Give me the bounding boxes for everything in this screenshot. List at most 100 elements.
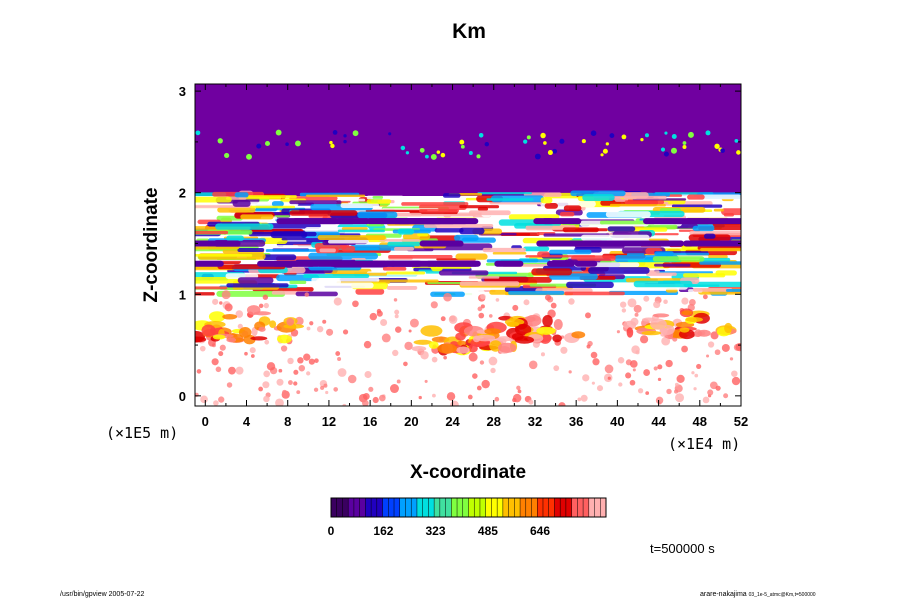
- lower-layer-speckle: [278, 368, 283, 373]
- x-tick-label: 20: [404, 414, 418, 429]
- mixed-layer-patch: [250, 205, 296, 209]
- lower-layer-speckle: [694, 373, 699, 378]
- plume-patch: [286, 318, 295, 326]
- lower-layer-speckle: [364, 370, 372, 379]
- y-tick-label: 2: [179, 186, 186, 201]
- mixed-layer-patch: [216, 290, 286, 297]
- lower-layer-speckle: [362, 399, 369, 406]
- lower-layer-speckle: [639, 335, 649, 344]
- colorbar-tick-label: 162: [373, 524, 393, 538]
- stable-layer-dot: [671, 134, 677, 139]
- stable-layer-dot: [670, 147, 677, 154]
- mixed-layer-patch: [419, 209, 459, 213]
- mixed-layer-patch: [390, 251, 457, 256]
- stable-layer-dot: [534, 153, 541, 160]
- lower-layer-speckle: [710, 331, 719, 340]
- plume-patch: [411, 345, 427, 352]
- colorbar-segment: [542, 498, 550, 517]
- stable-layer-dot: [275, 129, 282, 136]
- mixed-layer-patch: [544, 202, 558, 209]
- mixed-layer-patch: [366, 195, 404, 200]
- mixed-layer-patch: [289, 210, 358, 216]
- lower-layer-speckle: [342, 329, 349, 335]
- stable-layer-dot: [425, 154, 429, 159]
- colorbar-segment: [416, 498, 423, 517]
- lower-layer-speckle: [219, 344, 226, 351]
- mixed-layer-patch: [248, 231, 317, 237]
- mixed-layer-patch: [387, 241, 421, 247]
- lower-layer-speckle: [590, 351, 598, 359]
- colorbar-segment: [365, 498, 372, 517]
- lower-layer-speckle: [266, 362, 276, 371]
- mixed-layer-patch: [226, 235, 244, 241]
- stable-layer-dot: [264, 141, 270, 147]
- lower-layer-speckle: [617, 356, 625, 364]
- mixed-layer-patch: [564, 291, 625, 296]
- mixed-layer-patch: [438, 270, 489, 276]
- lower-layer-speckle: [633, 304, 642, 313]
- stable-layer-dot: [552, 148, 558, 154]
- lower-layer-speckle: [381, 333, 391, 343]
- y-tick-label: 3: [179, 84, 186, 99]
- stable-layer-dot: [246, 153, 252, 160]
- mixed-layer-patch: [699, 261, 741, 265]
- lower-layer-speckle: [540, 352, 545, 357]
- mixed-layer-patch: [566, 281, 614, 289]
- mixed-layer-patch: [237, 247, 265, 252]
- stable-layer-dot: [332, 130, 338, 135]
- x-axis: 0 4 8 12 16 20 24 28 32 36 40 44 48 52: [202, 84, 748, 429]
- stable-layer-dot: [644, 133, 649, 138]
- stable-layer-dot: [682, 144, 687, 149]
- lower-layer-speckle: [424, 379, 428, 383]
- stable-layer-dot: [436, 150, 441, 154]
- lower-layer-speckle: [432, 393, 436, 398]
- mixed-layer-patch: [434, 228, 464, 233]
- lower-layer-speckle: [446, 392, 456, 401]
- colorbar-ticks: 0 162 323 485 646: [328, 524, 551, 538]
- plot-frame: [194, 83, 742, 407]
- lower-layer-speckle: [665, 359, 673, 368]
- stable-layer-dot: [664, 131, 668, 135]
- lower-layer-speckle: [420, 351, 429, 360]
- plume-patch: [208, 311, 226, 323]
- stable-layer-dot: [736, 150, 741, 155]
- y-tick-label: 0: [179, 389, 186, 404]
- stable-layer-dot: [195, 130, 201, 136]
- stable-layer-dot: [682, 141, 687, 145]
- lower-layer-speckle: [333, 297, 342, 306]
- stable-layer-dot: [478, 132, 484, 138]
- mixed-layer-patch: [453, 234, 479, 242]
- plume-patch: [498, 342, 517, 353]
- mixed-layer-patch: [508, 290, 565, 295]
- colorbar-segment: [514, 498, 521, 517]
- mixed-layer-band: [396, 218, 443, 225]
- lower-layer-speckle: [320, 385, 325, 390]
- lower-layer-speckle: [676, 374, 685, 383]
- lower-layer-speckle: [625, 372, 632, 379]
- mixed-layer-patch: [492, 252, 527, 255]
- mixed-layer-band: [434, 260, 479, 267]
- plume-patch: [246, 305, 261, 316]
- stable-layer-dot: [405, 151, 410, 155]
- colorbar-frame: [330, 497, 607, 518]
- mixed-layer-band: [195, 260, 224, 267]
- plume-patch: [626, 327, 634, 338]
- mixed-layer-patch: [341, 227, 368, 231]
- mixed-layer-patch: [580, 234, 650, 241]
- lower-layer-speckle: [495, 298, 500, 302]
- stable-layer-dot: [285, 142, 289, 146]
- lower-layer-speckle: [577, 397, 582, 402]
- mixed-layer-patch: [355, 288, 385, 295]
- stable-layer-dot: [720, 148, 725, 153]
- mixed-layer-patch: [626, 253, 645, 256]
- lower-layer-speckle: [404, 341, 413, 351]
- mixed-layer-band: [533, 218, 555, 225]
- lower-layer-speckle: [629, 360, 638, 368]
- lower-layer-speckle: [592, 358, 600, 366]
- lower-layer-speckle: [528, 399, 534, 405]
- lower-layer-speckle: [586, 344, 591, 349]
- colorbar-segment: [428, 498, 435, 517]
- field-patches: [195, 129, 741, 406]
- mixed-layer-band: [684, 218, 741, 225]
- plume-patch: [650, 318, 667, 330]
